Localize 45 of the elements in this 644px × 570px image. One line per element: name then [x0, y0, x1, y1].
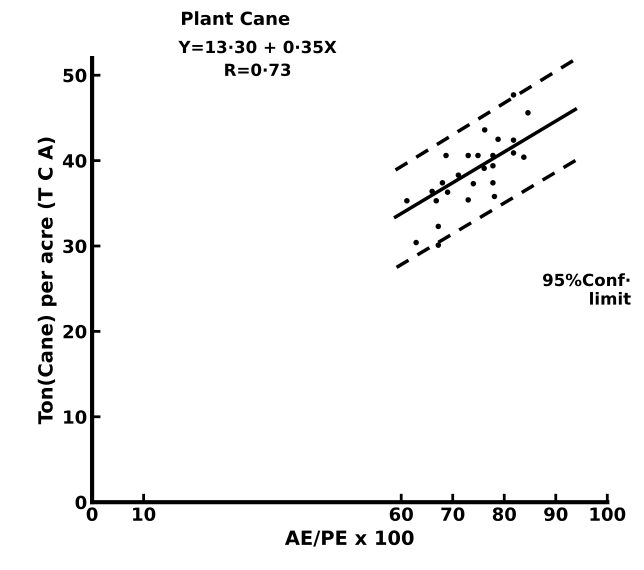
text: Y=13·30 + 0·35X: [178, 40, 336, 54]
x-tick-label: 90: [544, 507, 568, 522]
point: [492, 194, 498, 200]
point: [490, 162, 496, 169]
point: [525, 110, 531, 116]
point: [481, 166, 487, 172]
y-axis-title: Ton(Cane) per acre (T C A): [38, 138, 57, 424]
y-tick-label: 30: [63, 239, 86, 254]
point: [510, 92, 516, 98]
y-tick-label: 20: [64, 324, 86, 339]
x-axis-title: AE/PE x 100: [284, 530, 414, 547]
point: [510, 137, 516, 143]
y-tick-label: 0: [76, 496, 86, 510]
point: [433, 198, 440, 204]
x-tick-label: 0: [86, 507, 98, 522]
point: [490, 180, 496, 186]
point: [475, 152, 481, 158]
chart-title: Plant Cane: [182, 11, 290, 26]
point: [436, 242, 442, 248]
x-tick-label: 60: [390, 507, 413, 522]
y-tick-label: 50: [64, 68, 86, 82]
point: [510, 150, 516, 156]
x-tick-label: 10: [133, 507, 156, 522]
point: [456, 172, 462, 178]
point: [465, 197, 471, 203]
x-tick-label: 100: [590, 507, 626, 522]
annotation: 95%Conf· limit: [542, 273, 631, 305]
point: [465, 152, 471, 158]
point: [482, 127, 488, 133]
point: [490, 152, 496, 158]
y-tick-label: 10: [64, 410, 86, 424]
point: [429, 188, 435, 194]
x-tick-label: 80: [492, 507, 516, 522]
y-tick-label: 40: [62, 154, 86, 168]
point: [470, 180, 476, 186]
point: [440, 180, 446, 186]
point: [495, 136, 501, 142]
point: [413, 240, 419, 246]
point: [436, 224, 442, 230]
point: [444, 189, 450, 195]
point: [521, 154, 527, 160]
point: [443, 152, 449, 158]
x-tick-label: 70: [441, 507, 464, 522]
annotation: R=0·73: [225, 63, 290, 76]
point: [404, 198, 410, 204]
